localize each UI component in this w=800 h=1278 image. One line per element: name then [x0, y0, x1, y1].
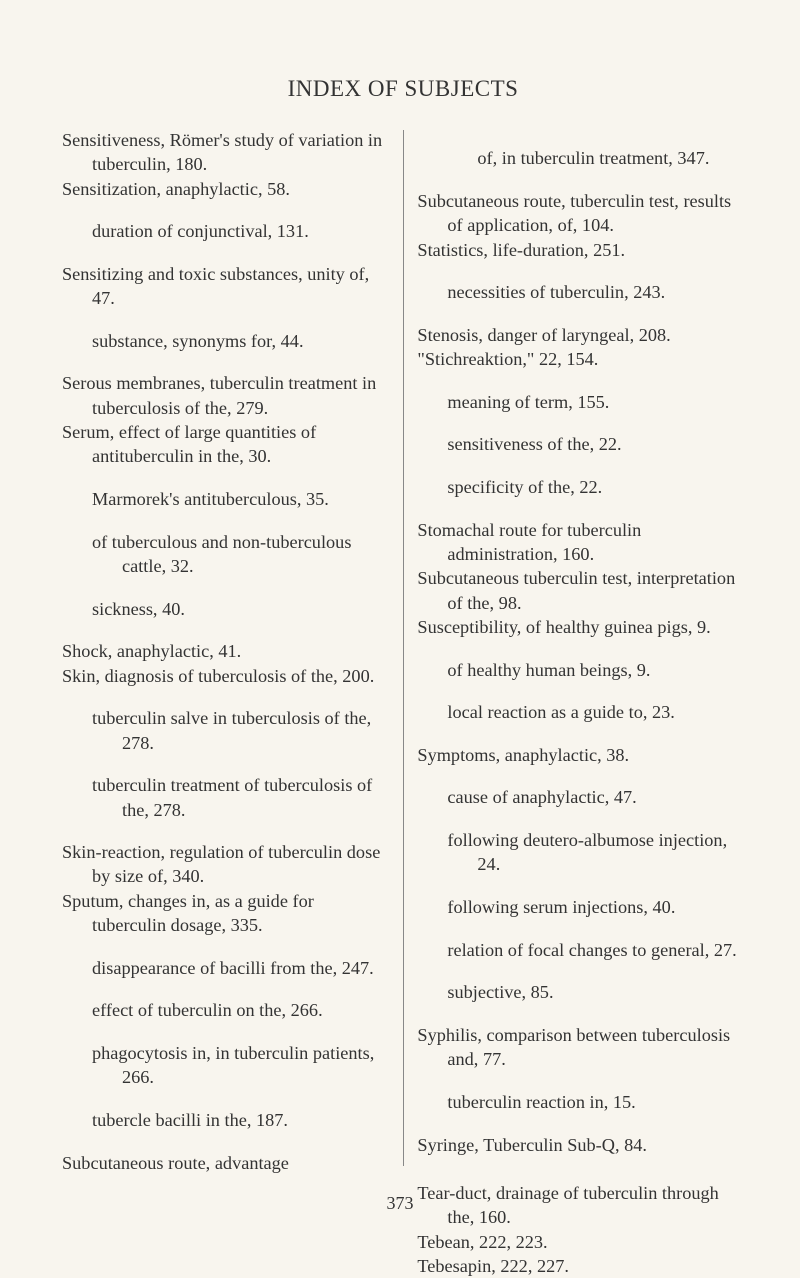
index-entry: Stomachal route for tuberculin administr…: [417, 518, 744, 567]
right-column: of, in tuberculin treatment, 347. Subcuta…: [417, 128, 744, 1168]
index-entry: necessities of tuberculin, 243.: [417, 280, 744, 304]
index-entry: Statistics, life-duration, 251.: [417, 238, 744, 262]
index-entry: disappearance of bacilli from the, 247.: [62, 956, 389, 980]
index-entry: Serous membranes, tuberculin treatment i…: [62, 371, 389, 420]
index-entry: Syphilis, comparison between tuberculosi…: [417, 1023, 744, 1072]
index-entry: Subcutaneous tuberculin test, interpreta…: [417, 566, 744, 615]
index-entry: Skin, diagnosis of tuberculosis of the, …: [62, 664, 389, 688]
page: INDEX OF SUBJECTS Sensitiveness, Römer's…: [0, 0, 800, 1252]
index-entry: Sensitizing and toxic substances, unity …: [62, 262, 389, 311]
index-entry: subjective, 85.: [417, 980, 744, 1004]
page-title: INDEX OF SUBJECTS: [62, 76, 744, 102]
index-entry: effect of tuberculin on the, 266.: [62, 998, 389, 1022]
index-entry: phagocytosis in, in tuberculin patients,…: [62, 1041, 389, 1090]
index-entry: Syringe, Tuberculin Sub-Q, 84.: [417, 1133, 744, 1157]
index-entry: sensitiveness of the, 22.: [417, 432, 744, 456]
index-entry: tuberculin salve in tuberculosis of the,…: [62, 706, 389, 755]
index-entry: Stenosis, danger of laryngeal, 208.: [417, 323, 744, 347]
index-entry: Subcutaneous route, tuberculin test, res…: [417, 189, 744, 238]
column-divider: [403, 130, 404, 1166]
index-entry: tuberculin reaction in, 15.: [417, 1090, 744, 1114]
index-entry: Sensitiveness, Römer's study of variatio…: [62, 128, 389, 177]
index-entry: of healthy human beings, 9.: [417, 658, 744, 682]
index-entry: "Stichreaktion," 22, 154.: [417, 347, 744, 371]
index-entry: Symptoms, anaphylactic, 38.: [417, 743, 744, 767]
left-column: Sensitiveness, Römer's study of variatio…: [62, 128, 389, 1168]
index-entry: of tuberculous and non-tuberculous cattl…: [62, 530, 389, 579]
index-entry: Tebesapin, 222, 227.: [417, 1254, 744, 1278]
page-number: 373: [0, 1193, 800, 1214]
index-entry: sickness, 40.: [62, 597, 389, 621]
index-entry: Sensitization, anaphylactic, 58.: [62, 177, 389, 201]
index-entry: Susceptibility, of healthy guinea pigs, …: [417, 615, 744, 639]
index-entry: cause of anaphylactic, 47.: [417, 785, 744, 809]
index-entry: following serum injections, 40.: [417, 895, 744, 919]
index-entry: local reaction as a guide to, 23.: [417, 700, 744, 724]
index-entry: of, in tuberculin treatment, 347.: [417, 146, 744, 170]
index-entry: substance, synonyms for, 44.: [62, 329, 389, 353]
index-entry: [417, 1157, 744, 1181]
index-entry: specificity of the, 22.: [417, 475, 744, 499]
index-entry: following deutero-albumose injection, 24…: [417, 828, 744, 877]
index-entry: tuberculin treatment of tuberculosis of …: [62, 773, 389, 822]
index-entry: Marmorek's antituberculous, 35.: [62, 487, 389, 511]
index-entry: meaning of term, 155.: [417, 390, 744, 414]
index-columns: Sensitiveness, Römer's study of variatio…: [62, 128, 744, 1168]
index-entry: duration of conjunctival, 131.: [62, 219, 389, 243]
index-entry: tubercle bacilli in the, 187.: [62, 1108, 389, 1132]
index-entry: Tebean, 222, 223.: [417, 1230, 744, 1254]
index-entry: Serum, effect of large quantities of ant…: [62, 420, 389, 469]
index-entry: relation of focal changes to general, 27…: [417, 938, 744, 962]
index-entry: Shock, anaphylactic, 41.: [62, 639, 389, 663]
index-entry: Skin-reaction, regulation of tuberculin …: [62, 840, 389, 889]
index-entry: Subcutaneous route, advantage: [62, 1151, 389, 1175]
index-entry: Sputum, changes in, as a guide for tuber…: [62, 889, 389, 938]
